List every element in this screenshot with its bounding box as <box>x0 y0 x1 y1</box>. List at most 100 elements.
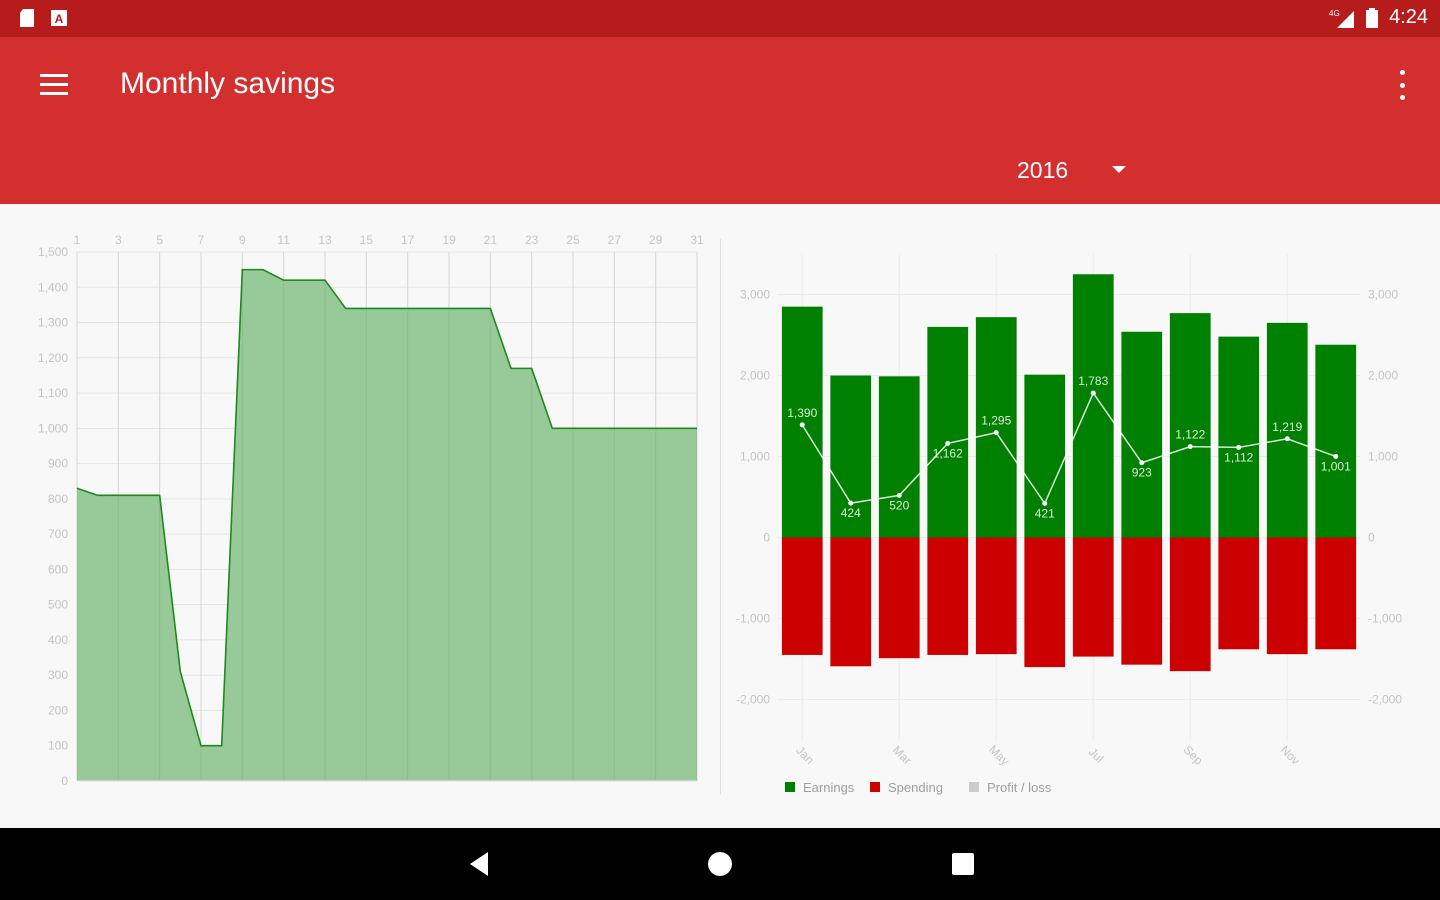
y-tick-label: 400 <box>48 633 68 647</box>
y-tick-label-left: -2,000 <box>736 693 770 707</box>
spending-bar <box>1024 537 1066 668</box>
earnings-bar <box>975 317 1017 538</box>
earnings-bar <box>781 306 823 538</box>
earnings-bar <box>1024 374 1066 538</box>
legend-label: Earnings <box>803 780 855 795</box>
profit-loss-point <box>993 430 999 436</box>
spending-bar <box>927 537 969 655</box>
dropdown-arrow-icon <box>1112 166 1126 173</box>
y-tick-label-right: 2,000 <box>1368 369 1398 383</box>
page-title: Monthly savings <box>120 67 336 100</box>
earnings-bar <box>878 376 920 538</box>
x-tick-label: May <box>986 742 1012 768</box>
app-toolbar: Monthly savings 2016 <box>0 37 1440 204</box>
spending-bar <box>1169 537 1211 672</box>
profit-loss-point <box>1187 444 1193 450</box>
back-icon[interactable] <box>462 846 498 882</box>
spending-bar <box>1121 537 1163 665</box>
notification-a-icon: A <box>51 10 67 26</box>
profit-data-label: 421 <box>1035 506 1055 520</box>
legend-swatch <box>969 782 979 792</box>
y-tick-label-left: 0 <box>763 531 770 545</box>
x-tick-label: 5 <box>156 233 163 247</box>
spending-bar <box>781 537 823 655</box>
y-tick-label: 700 <box>48 527 68 541</box>
y-tick-label-right: -2,000 <box>1368 693 1402 707</box>
x-tick-label: 31 <box>690 233 704 247</box>
x-tick-label: Nov <box>1278 743 1303 768</box>
earnings-bar <box>1072 274 1114 538</box>
x-tick-label: Jan <box>793 743 817 767</box>
x-tick-label: 15 <box>360 233 374 247</box>
home-icon[interactable] <box>702 846 738 882</box>
x-tick-label: 23 <box>525 233 539 247</box>
profit-data-label: 520 <box>889 498 909 512</box>
profit-data-label: 1,001 <box>1321 459 1351 473</box>
battery-icon <box>1366 7 1379 28</box>
y-tick-label: 800 <box>48 492 68 506</box>
profit-data-label: 1,112 <box>1224 450 1253 464</box>
spending-bar <box>830 537 872 667</box>
spending-bar <box>975 537 1017 655</box>
x-tick-label: 29 <box>649 233 663 247</box>
spending-bar <box>1072 537 1114 657</box>
profit-loss-point <box>1139 460 1145 466</box>
earnings-bar <box>830 375 872 538</box>
earnings-bar <box>1315 344 1357 538</box>
earnings-bar <box>927 326 969 538</box>
clock: 4:24 <box>1389 6 1428 28</box>
x-tick-label: 1 <box>74 233 81 247</box>
profit-loss-point <box>1284 436 1290 442</box>
y-tick-label: 1,100 <box>38 386 68 400</box>
y-tick-label: 500 <box>48 598 68 612</box>
y-tick-label: 0 <box>61 774 68 788</box>
profit-loss-point <box>896 492 902 498</box>
y-tick-label: 600 <box>48 562 68 576</box>
profit-data-label: 923 <box>1132 466 1152 480</box>
x-tick-label: 3 <box>115 233 122 247</box>
recents-icon[interactable] <box>945 846 981 882</box>
more-vert-icon[interactable] <box>1396 70 1408 100</box>
spending-bar <box>878 537 920 659</box>
balance-area-fill <box>77 269 697 781</box>
profit-loss-point <box>799 422 805 428</box>
system-navigation-bar <box>0 828 1440 900</box>
sd-card-icon <box>20 9 34 27</box>
earnings-bar <box>1218 336 1260 538</box>
x-tick-label: Mar <box>890 743 915 768</box>
x-tick-label: 7 <box>198 233 205 247</box>
y-tick-label: 1,400 <box>38 280 68 294</box>
x-tick-label: Sep <box>1181 743 1206 768</box>
x-tick-label: 21 <box>484 233 498 247</box>
profit-data-label: 1,219 <box>1272 420 1302 434</box>
x-tick-label: 11 <box>277 233 290 247</box>
year-dropdown[interactable]: 2016 <box>1000 147 1150 193</box>
y-tick-label: 1,300 <box>38 316 68 330</box>
profit-loss-point <box>1090 390 1096 396</box>
profit-loss-point <box>945 440 951 446</box>
spending-bar <box>1266 537 1308 655</box>
status-bar: A 4G 4:24 <box>0 0 1440 37</box>
daily-balance-chart[interactable]: 0 100 200 300 400 500 600 700 800 900 1,000 1,100 1,… <box>0 204 720 828</box>
menu-icon[interactable] <box>38 70 70 100</box>
profit-loss-point <box>1236 444 1242 450</box>
network-type: 4G <box>1329 9 1340 18</box>
balance-line <box>76 268 697 747</box>
earnings-bar <box>1266 322 1308 538</box>
legend-swatch <box>785 782 795 792</box>
earnings-bar <box>1169 313 1211 538</box>
y-tick-label: 1,000 <box>38 421 68 435</box>
monthly-earnings-spending-chart[interactable]: -2,000 -2,000 -1,000 -1,000 0 0 1,000 1,000 2,00… <box>720 204 1440 828</box>
earnings-bar <box>1121 331 1163 538</box>
legend-label: Spending <box>888 780 943 795</box>
x-tick-label: 9 <box>239 233 246 247</box>
y-tick-label-left: 2,000 <box>740 369 770 383</box>
x-tick-label: Jul <box>1086 745 1107 766</box>
y-tick-label-left: -1,000 <box>736 612 770 626</box>
charts-area: 0 100 200 300 400 500 600 700 800 900 1,000 1,100 1,… <box>0 204 1440 828</box>
spending-bar <box>1218 537 1260 650</box>
y-tick-label: 1,500 <box>38 245 68 259</box>
profit-loss-point <box>1042 500 1048 506</box>
profit-data-label: 1,162 <box>933 446 963 460</box>
y-tick-label-left: 1,000 <box>740 450 770 464</box>
